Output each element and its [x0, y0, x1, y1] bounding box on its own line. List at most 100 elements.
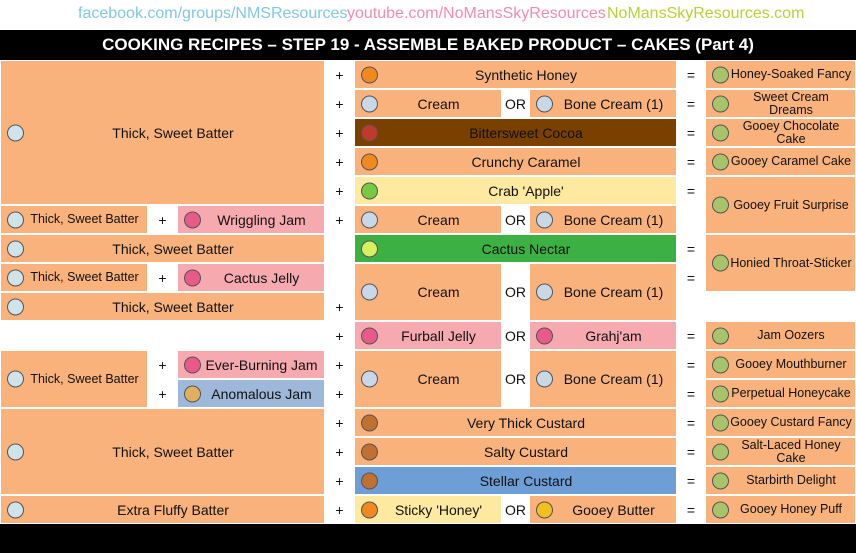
empty-cell — [677, 205, 705, 234]
cell: Cream — [354, 89, 502, 118]
cell-text: Gooey Fruit Surprise — [733, 197, 849, 212]
cell: = — [677, 263, 705, 292]
cell: Furball Jelly — [354, 321, 502, 350]
cell-text: = — [686, 443, 696, 460]
icon — [361, 414, 378, 431]
cell-text: Starbirth Delight — [746, 473, 836, 488]
icon — [184, 211, 201, 228]
icon — [712, 414, 729, 431]
cell: = — [677, 118, 705, 147]
cell: + — [325, 60, 354, 89]
cell-text: + — [335, 443, 344, 460]
cell-text: = — [686, 66, 696, 83]
icon — [536, 370, 553, 388]
cell: OR — [502, 89, 529, 118]
icon — [361, 182, 378, 199]
cell: Thick, Sweet Batter — [0, 408, 325, 495]
icon — [184, 385, 201, 402]
cell: = — [677, 495, 705, 524]
cell-text: Extra Fluffy Batter — [117, 501, 229, 518]
cell: + — [325, 408, 354, 437]
cell: Extra Fluffy Batter — [0, 495, 325, 524]
cell: + — [325, 437, 354, 466]
cell: Salty Custard — [354, 437, 677, 466]
icon — [361, 95, 378, 112]
cell: Gooey Chocolate Cake — [705, 118, 856, 147]
cell-text: Bone Cream (1) — [563, 284, 664, 300]
cell-text: + — [335, 327, 344, 344]
cell-text: Bittersweet Cocoa — [469, 124, 583, 141]
icon — [361, 240, 378, 257]
cell-text: + — [335, 472, 344, 489]
cell-text: Bone Cream (1) — [563, 211, 664, 228]
cell-text: Perpetual Honeycake — [731, 386, 851, 401]
cell: OR — [502, 321, 529, 350]
cell-text: + — [158, 385, 167, 402]
cell: Cactus Nectar — [354, 234, 677, 263]
icon — [7, 269, 24, 286]
cell-text: Grahj'am — [585, 327, 642, 344]
cell-text: Cactus Jelly — [223, 269, 300, 286]
icon — [7, 370, 24, 388]
cell: Gooey Caramel Cake — [705, 147, 856, 176]
cell: + — [148, 205, 177, 234]
icon — [536, 211, 553, 228]
cell-text: Anomalous Jam — [211, 385, 312, 402]
cell: Thick, Sweet Batter — [0, 60, 325, 205]
link[interactable]: facebook.com/groups/NMSResources — [78, 5, 348, 22]
icon — [361, 370, 378, 388]
icon — [712, 153, 729, 170]
cell-text: = — [686, 356, 696, 373]
cell: = — [677, 60, 705, 89]
cell-text: Synthetic Honey — [475, 66, 577, 83]
cell-text: = — [686, 472, 696, 489]
empty-cell — [325, 263, 354, 292]
cell: Gooey Honey Puff — [705, 495, 856, 524]
cell-text: = — [686, 240, 696, 257]
link[interactable]: youtube.com/NoMansSkyResources — [347, 5, 606, 22]
cell: Grahj'am — [529, 321, 677, 350]
cell: OR — [502, 263, 529, 321]
cell-text: Ever-Burning Jam — [205, 356, 318, 373]
icon — [712, 196, 729, 214]
cell-text: Thick, Sweet Batter — [112, 298, 234, 315]
link[interactable]: NoMansSkyResources.com — [607, 5, 805, 22]
cell: Bone Cream (1) — [529, 263, 677, 321]
cell: = — [677, 437, 705, 466]
cell: = — [677, 408, 705, 437]
cell: + — [148, 263, 177, 292]
cell-text: Sweet Cream Dreams — [753, 90, 829, 117]
cell-text: + — [335, 414, 344, 431]
icon — [536, 501, 553, 518]
cell: Thick, Sweet Batter — [0, 350, 148, 408]
cell-text: Cream — [417, 95, 460, 112]
cell-text: Cream — [417, 284, 460, 300]
cell: = — [677, 234, 705, 263]
cell-text: = — [686, 414, 696, 431]
cell-text: + — [335, 153, 344, 170]
cell: Honey-Soaked Fancy — [705, 60, 856, 89]
cell: Bone Cream (1) — [529, 205, 677, 234]
cell-text: Gooey Caramel Cake — [730, 154, 852, 169]
cell-text: Thick, Sweet Batter — [112, 443, 234, 460]
cell-text: = — [686, 385, 696, 402]
cell: = — [677, 147, 705, 176]
cell-text: Salty Custard — [483, 443, 569, 460]
cell-text: = — [686, 501, 696, 518]
cell: = — [677, 89, 705, 118]
cell: + — [148, 350, 177, 379]
cell: Cream — [354, 350, 502, 408]
icon — [361, 66, 378, 83]
cell-text: = — [686, 95, 696, 112]
cell: + — [325, 89, 354, 118]
link-bar: facebook.com/groups/NMSResources youtube… — [0, 0, 856, 30]
icon — [7, 124, 24, 141]
cell: + — [325, 379, 354, 408]
icon — [712, 327, 729, 344]
cell-text: Bone Cream (1) — [563, 95, 664, 112]
cell-text: Bone Cream (1) — [563, 371, 664, 387]
cell-text: Gooey Custard Fancy — [730, 415, 852, 430]
cell-text: Jam Oozers — [757, 328, 825, 343]
cell-text: Very Thick Custard — [466, 414, 585, 431]
cell: Wriggling Jam — [177, 205, 325, 234]
